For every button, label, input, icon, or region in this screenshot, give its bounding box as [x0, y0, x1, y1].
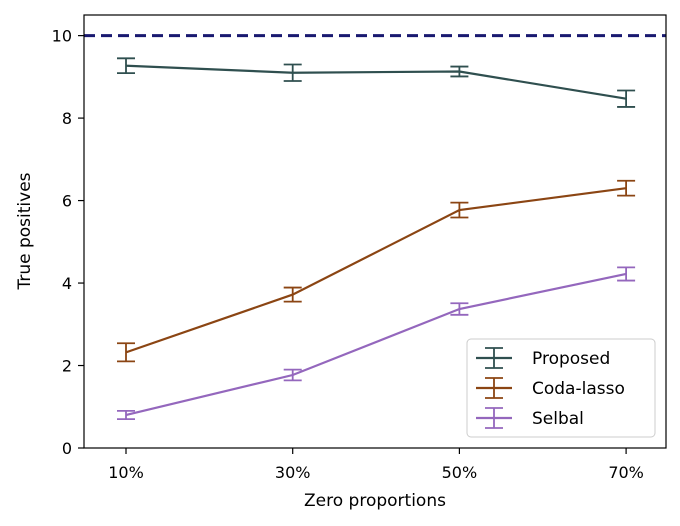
y-tick-label: 2	[62, 357, 72, 376]
series-line	[125, 187, 627, 354]
legend-frame	[466, 338, 656, 438]
series-coda-lasso	[117, 179, 636, 363]
y-tick-label: 6	[62, 192, 72, 211]
x-tick-label: 50%	[442, 463, 478, 482]
series-proposed	[117, 57, 636, 108]
x-tick-label: 30%	[275, 463, 311, 482]
axis-layer: 10% 30% 50% 70% 0 2 4 6 8 10	[52, 27, 644, 482]
y-tick-label: 10	[52, 27, 72, 46]
series-line	[125, 64, 627, 100]
legend-label: Selbal	[532, 409, 584, 429]
x-tick-label: 10%	[108, 463, 144, 482]
series-layer	[117, 57, 636, 421]
legend-label: Coda-lasso	[532, 379, 625, 399]
y-tick-label: 4	[62, 274, 72, 293]
y-axis-label: True positives	[15, 172, 35, 290]
legend: Proposed Coda-lasso Selbal	[466, 338, 656, 438]
series-selbal	[117, 266, 636, 421]
plot-frame	[83, 14, 667, 449]
y-tick-label: 0	[62, 439, 72, 458]
x-axis-label: Zero proportions	[304, 491, 446, 511]
legend-label: Proposed	[532, 349, 610, 369]
series-line	[125, 272, 627, 417]
x-tick-label: 70%	[608, 463, 644, 482]
y-tick-label: 8	[62, 109, 72, 128]
